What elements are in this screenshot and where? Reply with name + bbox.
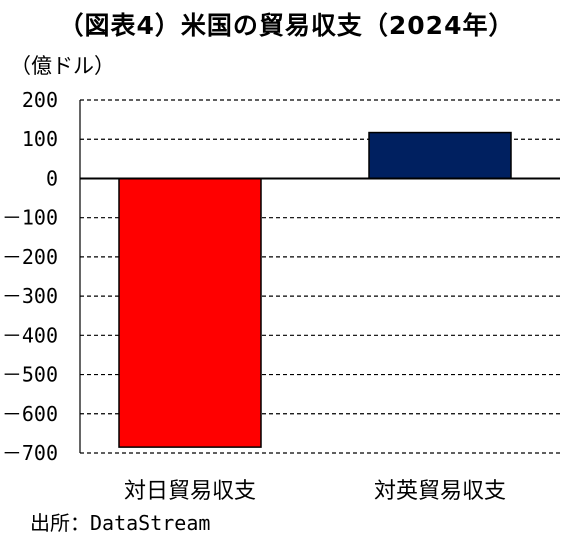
x-category-label: 対日貿易収支 [124, 479, 256, 504]
y-tick-label: －100 [2, 206, 58, 230]
y-axis: 200 100 0 －100 －200 －300 －400 －500 －600 －700 [2, 88, 81, 465]
chart-title: （図表4）米国の貿易収支（2024年） [58, 11, 515, 40]
y-tick-label: －400 [2, 323, 58, 347]
y-tick-label: －700 [2, 441, 58, 465]
x-category-label: 対英貿易収支 [374, 479, 506, 504]
unit-label: （億ドル） [10, 54, 115, 78]
bar-1 [368, 131, 512, 180]
y-tick-label: 100 [22, 127, 58, 151]
y-tick-label: －600 [2, 402, 58, 426]
bars [118, 131, 512, 448]
y-tick-label: －200 [2, 245, 58, 269]
y-tick-label: 200 [22, 88, 58, 112]
y-tick-label: －300 [2, 284, 58, 308]
x-axis-categories: 対日貿易収支 対英貿易収支 [124, 479, 506, 504]
bar-0 [118, 177, 262, 448]
y-tick-label: －500 [2, 363, 58, 387]
y-tick-label: 0 [46, 166, 58, 190]
source-note: 出所：DataStream [30, 511, 211, 535]
